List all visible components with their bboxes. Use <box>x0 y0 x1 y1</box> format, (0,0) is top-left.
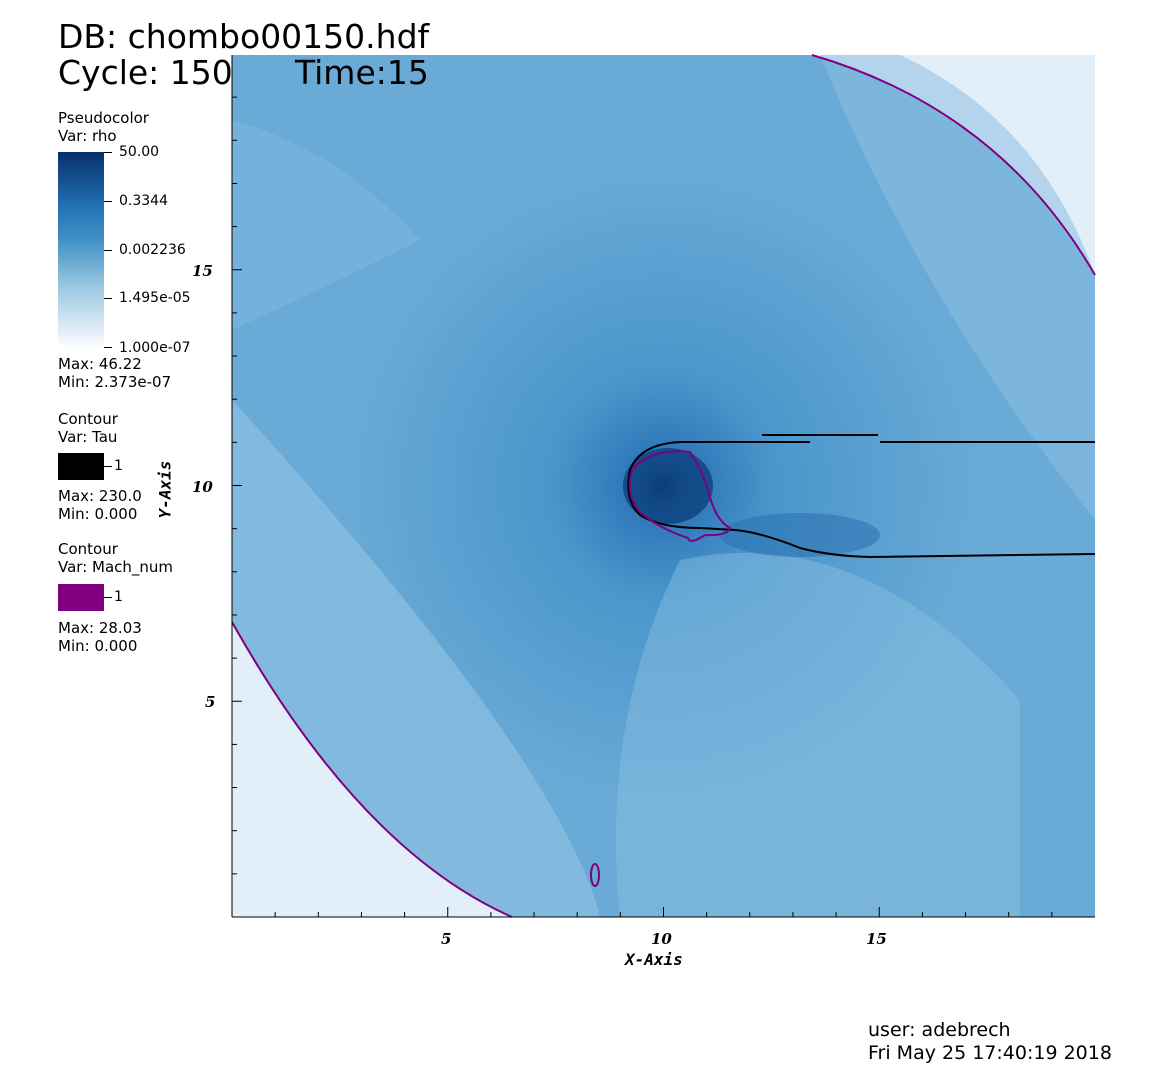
contour-tau-level: 1 <box>114 458 123 474</box>
mach-contour-outer-sw <box>231 621 513 918</box>
contour-mach-var: Var: Mach_num <box>58 558 174 576</box>
contour-mach-level: 1 <box>114 589 123 605</box>
contour-tau-title: Contour <box>58 410 118 428</box>
contour-tau-swatch <box>58 453 104 480</box>
pseudocolor-title: Pseudocolor <box>58 109 149 127</box>
color-bar <box>58 152 104 348</box>
contour-mach-swatch <box>58 584 104 611</box>
y-tick-label: 5 <box>205 693 216 711</box>
time-label: Time:15 <box>295 53 429 92</box>
mach-contour-outer-ne <box>811 54 1096 276</box>
contour-tau-var: Var: Tau <box>58 428 118 446</box>
y-axis-title: Y-Axis <box>155 460 175 519</box>
x-tick-label: 10 <box>651 930 672 948</box>
tau-contour <box>627 434 1096 559</box>
db-title: DB: chombo00150.hdf <box>58 17 430 56</box>
colorbar-tick: 1.000e-07 <box>119 340 191 356</box>
date-label: Fri May 25 17:40:19 2018 <box>868 1042 1112 1064</box>
x-tick-label: 15 <box>866 930 887 948</box>
x-tick-label: 5 <box>441 930 452 948</box>
colorbar-tick: 1.495e-05 <box>119 290 191 306</box>
contour-tau-max: Max: 230.0 <box>58 487 142 505</box>
contour-tau-min: Min: 0.000 <box>58 505 138 523</box>
mach-contour-core <box>628 450 732 542</box>
y-tick-label: 15 <box>192 262 213 280</box>
pseudocolor-min: Min: 2.373e-07 <box>58 373 172 391</box>
contour-mach-min: Min: 0.000 <box>58 637 138 655</box>
pseudocolor-var: Var: rho <box>58 127 117 145</box>
colorbar-tick: 0.3344 <box>119 193 168 209</box>
colorbar-tick: 0.002236 <box>119 242 186 258</box>
contour-mach-max: Max: 28.03 <box>58 619 142 637</box>
user-label: user: adebrech <box>868 1019 1011 1041</box>
contour-mach-title: Contour <box>58 540 118 558</box>
mach-contour-small <box>590 863 600 887</box>
cycle-label: Cycle: 150 <box>58 53 233 92</box>
colorbar-tick: 50.00 <box>119 144 160 160</box>
x-axis-title: X-Axis <box>625 950 683 969</box>
y-tick-label: 10 <box>192 478 213 496</box>
pseudocolor-max: Max: 46.22 <box>58 355 142 373</box>
